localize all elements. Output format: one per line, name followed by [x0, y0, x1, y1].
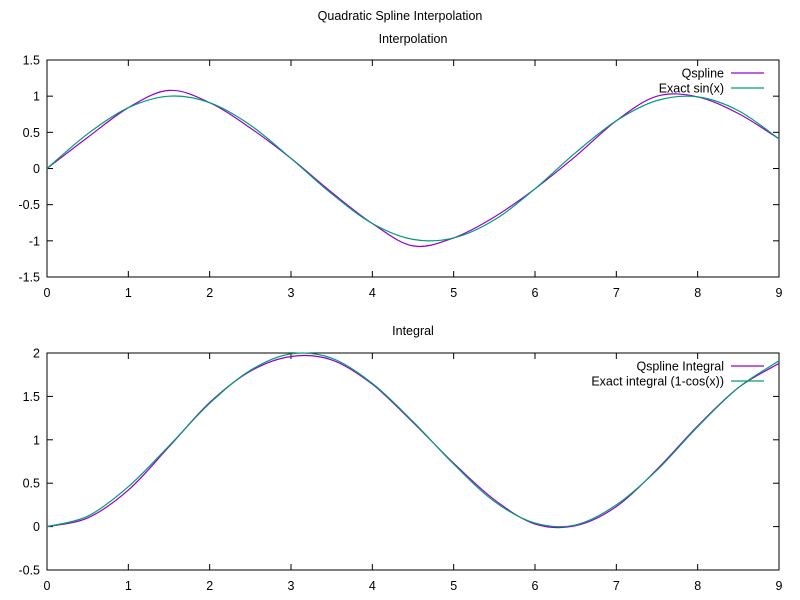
- plot2-frame: [46, 352, 780, 571]
- plot1-x-tick-label: 3: [288, 286, 295, 300]
- plot2-y-tick-label: 1.5: [23, 390, 40, 404]
- plot2-x-tick-label: 0: [44, 579, 51, 593]
- figure-title: Quadratic Spline Interpolation: [318, 9, 483, 23]
- plot1-x-tick-label: 2: [206, 286, 213, 300]
- plot1-x-tick-label: 9: [776, 286, 783, 300]
- plot2-x-tick-label: 1: [125, 579, 132, 593]
- plot1-title: Interpolation: [379, 32, 448, 46]
- plot1-y-tick-label: 1: [33, 90, 40, 104]
- plot1-x-tick-label: 4: [369, 286, 376, 300]
- plot2-x-tick-label: 9: [776, 579, 783, 593]
- plot2-y-tick-label: 0: [33, 520, 40, 534]
- plot2-y-tick-label: -0.5: [18, 564, 40, 578]
- plot2-x-tick-label: 6: [532, 579, 539, 593]
- plot2-series-exact-line: [46, 352, 780, 528]
- plot1-y-tick-label: 0.5: [23, 126, 40, 140]
- plot2-x-tick-label: 4: [369, 579, 376, 593]
- plot1-x-tick-label: 7: [613, 286, 620, 300]
- plot2-x-tick-label: 8: [694, 579, 701, 593]
- plot1-y-tick-label: -1.5: [18, 271, 40, 285]
- legend-qspline-integral-label: Qspline Integral: [636, 360, 724, 374]
- plot1-y-tick-label: -0.5: [18, 198, 40, 212]
- plot1-x-tick-label: 8: [694, 286, 701, 300]
- plot1-y-tick-label: -1: [29, 234, 40, 248]
- plot1-x-tick-label: 0: [44, 286, 51, 300]
- plot1-y-tick-label: 1.5: [23, 54, 40, 68]
- plot1-series-qspline-line: [46, 89, 780, 248]
- plot2-x-tick-label: 5: [450, 579, 457, 593]
- legend-exact-sin-label: Exact sin(x): [659, 82, 724, 96]
- legend-qspline-label: Qspline: [682, 67, 724, 81]
- plot1-y-tick-label: 0: [33, 162, 40, 176]
- plot2-x-tick-label: 2: [206, 579, 213, 593]
- legend-exact-integral-label: Exact integral (1-cos(x)): [591, 375, 724, 389]
- plot2-title: Integral: [392, 324, 434, 338]
- plot1-series-exact-line: [46, 95, 780, 242]
- plot2-x-tick-label: 7: [613, 579, 620, 593]
- plot2-y-tick-label: 2: [33, 347, 40, 361]
- plot1-x-tick-label: 1: [125, 286, 132, 300]
- plot2-x-tick-label: 3: [288, 579, 295, 593]
- plot1-x-tick-label: 6: [532, 286, 539, 300]
- plot2-y-tick-label: 0.5: [23, 477, 40, 491]
- plot1-x-tick-label: 5: [450, 286, 457, 300]
- plot2-y-tick-label: 1: [33, 433, 40, 447]
